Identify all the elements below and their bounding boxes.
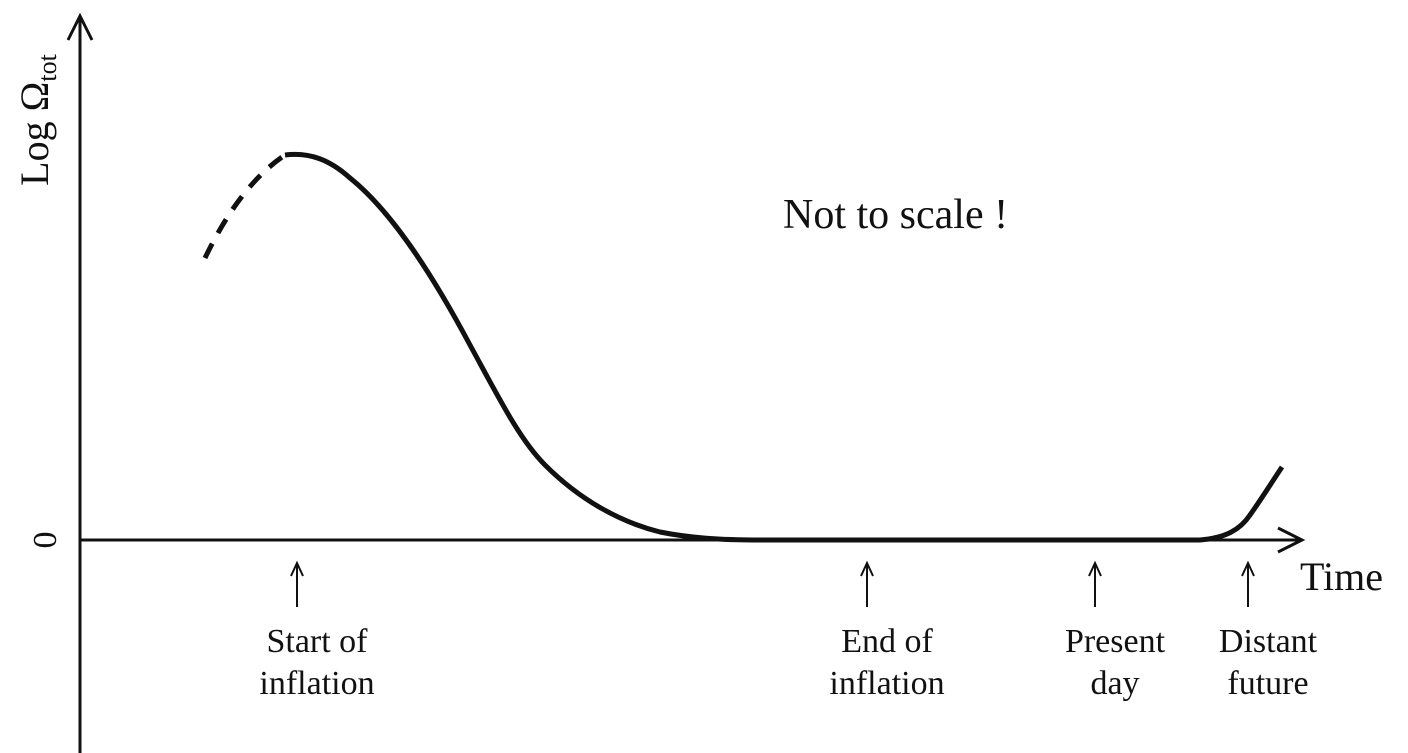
- y-axis-label: Log Ωtot: [12, 53, 62, 185]
- marker-label: inflation: [259, 665, 374, 702]
- marker-arrow-head: [1241, 560, 1255, 577]
- y-label-subscript: tot: [33, 53, 62, 81]
- marker-label: Start of: [266, 623, 368, 660]
- marker-arrow-head: [1088, 560, 1102, 577]
- curve-extrapolated: [202, 152, 287, 260]
- x-axis-label: Time: [1300, 554, 1383, 599]
- marker-label: inflation: [829, 665, 944, 702]
- marker-arrow-head: [860, 560, 874, 577]
- note: Not to scale !: [783, 192, 1008, 238]
- y-label-main: Log Ω: [12, 82, 57, 186]
- markers: Start of inflation End of inflation Present d…: [259, 560, 1318, 702]
- marker-label: day: [1090, 665, 1139, 702]
- marker-label: Present: [1065, 623, 1166, 660]
- y-axis-arrow: [66, 12, 94, 41]
- curve: [284, 151, 1285, 543]
- marker-label: Distant: [1219, 623, 1318, 660]
- origin-label: 0: [27, 532, 64, 549]
- marker-label: future: [1227, 665, 1308, 702]
- marker-label: End of: [841, 623, 933, 660]
- x-axis-arrow: [1277, 526, 1306, 554]
- marker-arrow-head: [290, 560, 304, 577]
